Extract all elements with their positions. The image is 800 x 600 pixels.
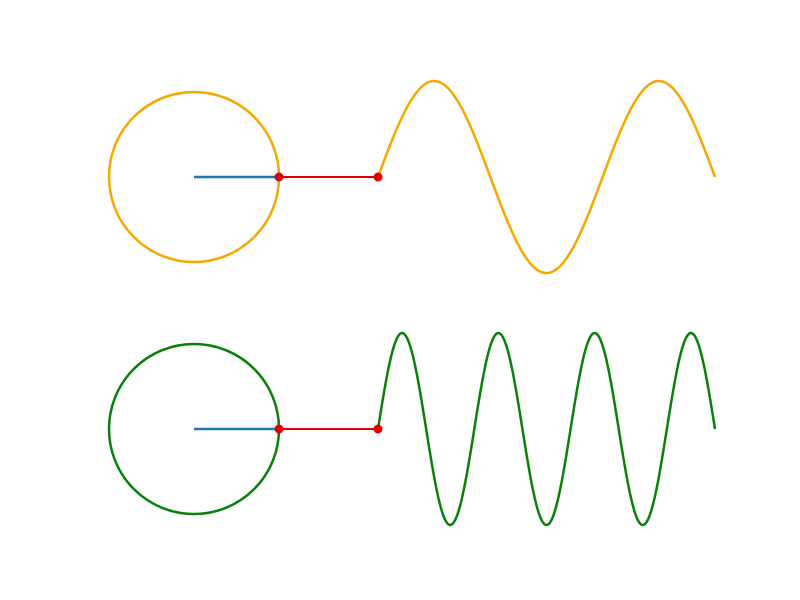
point-on-circle [274,424,284,434]
point-on-wave [373,172,383,182]
point-on-wave [373,424,383,434]
sine-wave [376,79,717,275]
sine-wave [376,331,717,527]
point-on-circle [274,172,284,182]
panel-bottom [107,331,717,527]
panel-top [107,79,717,275]
